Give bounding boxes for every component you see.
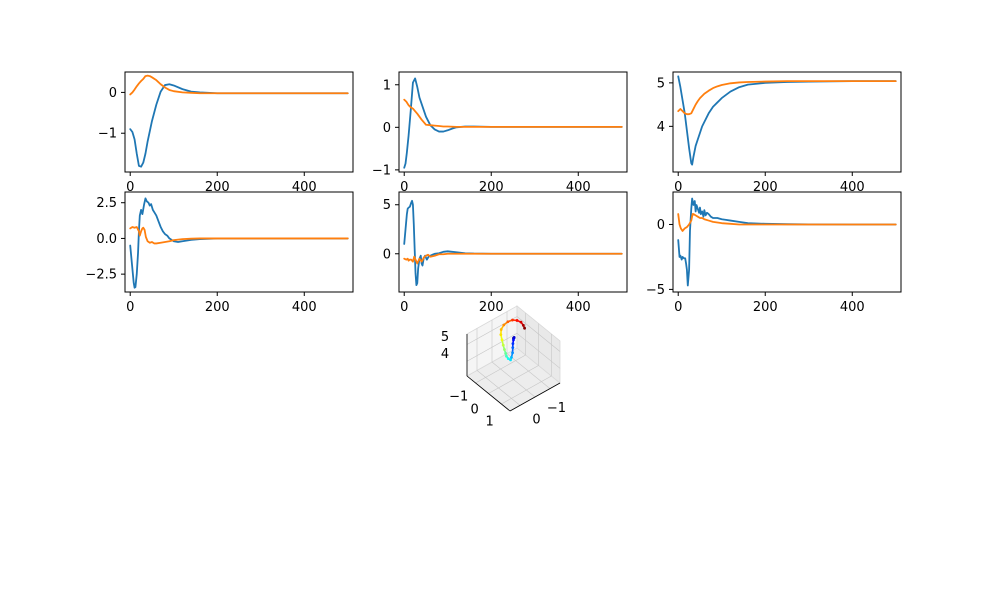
axes-frame xyxy=(398,191,628,293)
tick-label-3d: 5 xyxy=(441,330,449,345)
y-tick-label: −5 xyxy=(646,283,665,298)
series-line-2 xyxy=(677,80,897,116)
series-line-2 xyxy=(403,98,623,128)
subplot-6: 0 200 400 −5 0 xyxy=(646,191,902,315)
x-tick-label: 400 xyxy=(292,180,317,195)
y-tick-label: 0 xyxy=(383,247,391,262)
series-line-1 xyxy=(677,197,897,287)
x-tick-label: 400 xyxy=(292,300,317,315)
subplot-5: 0 200 400 0 5 xyxy=(383,191,628,315)
trajectory-point xyxy=(509,358,512,362)
trajectory-point xyxy=(512,338,515,342)
subplot-1: 0 200 400 −1 0 xyxy=(98,71,354,195)
series-line-2 xyxy=(403,252,623,265)
trajectory xyxy=(499,318,526,362)
x-tick-label: 0 xyxy=(674,300,682,315)
x-tick-label: 200 xyxy=(753,180,778,195)
axes-frame xyxy=(672,71,902,173)
axes-frame xyxy=(672,191,902,293)
trajectory-point xyxy=(505,354,508,358)
y-tick-label: 1 xyxy=(383,78,391,93)
trajectory-point xyxy=(511,346,515,350)
subplot-3: 0 200 400 4 5 xyxy=(657,71,902,195)
tick-label-3d: 0 xyxy=(471,402,479,417)
series-line-2 xyxy=(677,213,897,232)
trajectory-point xyxy=(511,351,514,355)
trajectory-point xyxy=(506,320,510,324)
trajectory-point xyxy=(515,319,519,322)
grid-line xyxy=(516,316,561,352)
x-tick-label: 200 xyxy=(205,300,230,315)
x-tick-label: 200 xyxy=(479,300,504,315)
x-tick-label: 0 xyxy=(126,300,134,315)
y-tick-label: 5 xyxy=(657,76,665,91)
x-tick-label: 400 xyxy=(566,300,591,315)
y-tick-label: 5 xyxy=(383,198,391,213)
y-tick-label: −2.5 xyxy=(85,268,117,283)
x-tick-label: 200 xyxy=(753,300,778,315)
x-tick-label: 200 xyxy=(479,180,504,195)
series-line-1 xyxy=(403,199,623,287)
grid-line xyxy=(506,353,551,389)
x-tick-label: 0 xyxy=(126,180,134,195)
axes-3d xyxy=(466,334,561,412)
x-tick-label: 0 xyxy=(400,180,408,195)
tick-label-3d: −1 xyxy=(547,401,566,416)
y-tick-label: 0 xyxy=(383,121,391,136)
trajectory-point xyxy=(504,351,508,355)
y-tick-label: −1 xyxy=(98,127,117,142)
trajectory-point xyxy=(511,318,514,322)
y-tick-label: 0 xyxy=(109,86,117,101)
series-line-1 xyxy=(129,197,349,289)
trajectory-point xyxy=(511,342,515,345)
y-tick-label: −1 xyxy=(372,163,391,178)
trajectory-point xyxy=(503,348,506,351)
trajectory-point xyxy=(523,326,526,330)
y-tick-label: 0 xyxy=(657,218,665,233)
x-tick-label: 0 xyxy=(400,300,408,315)
tick-label-3d: 4 xyxy=(441,347,449,362)
trajectory-point xyxy=(510,355,513,359)
x-tick-label: 400 xyxy=(840,180,865,195)
grid-line xyxy=(516,333,561,369)
y-tick-label: 2.5 xyxy=(96,196,117,211)
grid-line xyxy=(466,333,518,362)
y-tick-label: 4 xyxy=(657,120,665,135)
trajectory-point xyxy=(499,333,503,337)
trajectory-point xyxy=(519,320,523,324)
x-tick-label: 400 xyxy=(566,180,591,195)
grid-line xyxy=(491,361,536,398)
x-axis-line xyxy=(466,375,511,412)
tick-label-3d: 0 xyxy=(532,412,540,427)
tick-label-3d: −1 xyxy=(449,389,468,404)
x-tick-label: 400 xyxy=(840,300,865,315)
trajectory-point xyxy=(521,323,525,327)
x-tick-label: 200 xyxy=(205,180,230,195)
trajectory-point xyxy=(506,357,510,360)
axes-frame xyxy=(398,71,628,173)
y-axis-line xyxy=(509,382,561,412)
x-tick-label: 0 xyxy=(674,180,682,195)
3d-trajectory-subplot: −101 0−145 xyxy=(441,305,566,430)
grid-line xyxy=(501,375,552,405)
subplot-4: 0 200 400 −2.5 0.0 2.5 xyxy=(85,191,354,315)
subplot-2: 0 200 400 −1 0 1 xyxy=(372,71,628,195)
trajectory-point xyxy=(499,328,503,331)
series-line-2 xyxy=(129,226,349,245)
trajectory-point xyxy=(500,338,504,342)
y-tick-label: 0.0 xyxy=(96,232,117,247)
trajectory-point xyxy=(501,343,505,347)
grid-3d xyxy=(466,311,561,406)
tick-label-3d: 1 xyxy=(486,415,494,430)
axes-frame xyxy=(124,71,354,173)
series-line-1 xyxy=(677,75,897,166)
series-line-2 xyxy=(129,74,349,96)
trajectory-point xyxy=(502,323,506,327)
axes-frame xyxy=(124,191,354,293)
